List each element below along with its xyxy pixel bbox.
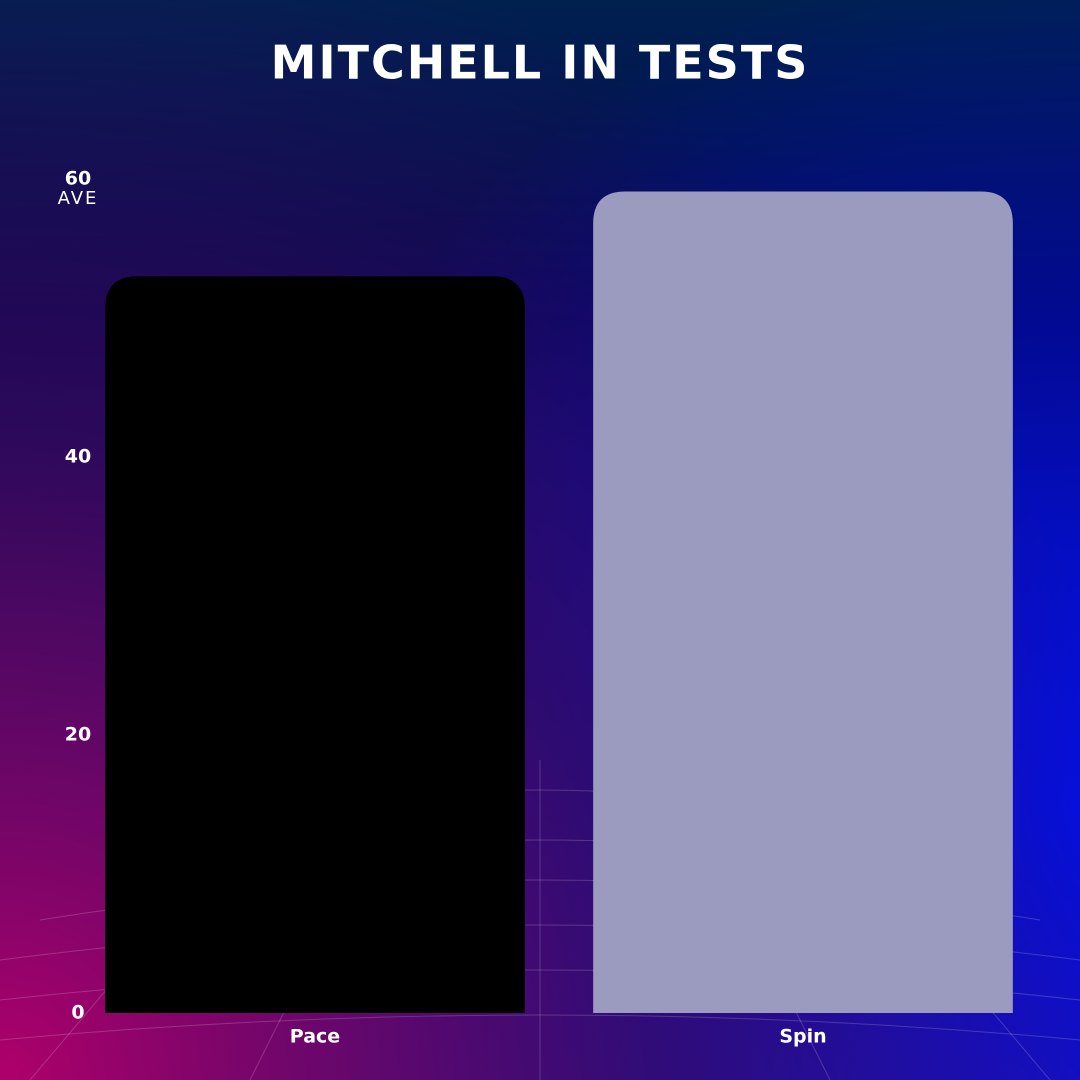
bar (105, 276, 525, 1013)
bar (593, 191, 1013, 1013)
y-tick-label: 60 (65, 168, 91, 190)
y-tick-label: 0 (71, 1002, 84, 1024)
x-tick-label: Pace (290, 1026, 340, 1048)
x-tick-label: Spin (779, 1026, 826, 1048)
chart-title: MITCHELL IN TESTS (271, 36, 810, 90)
y-axis-label: AVE (58, 188, 99, 209)
y-tick-label: 20 (65, 724, 91, 746)
y-tick-label: 40 (65, 446, 91, 468)
